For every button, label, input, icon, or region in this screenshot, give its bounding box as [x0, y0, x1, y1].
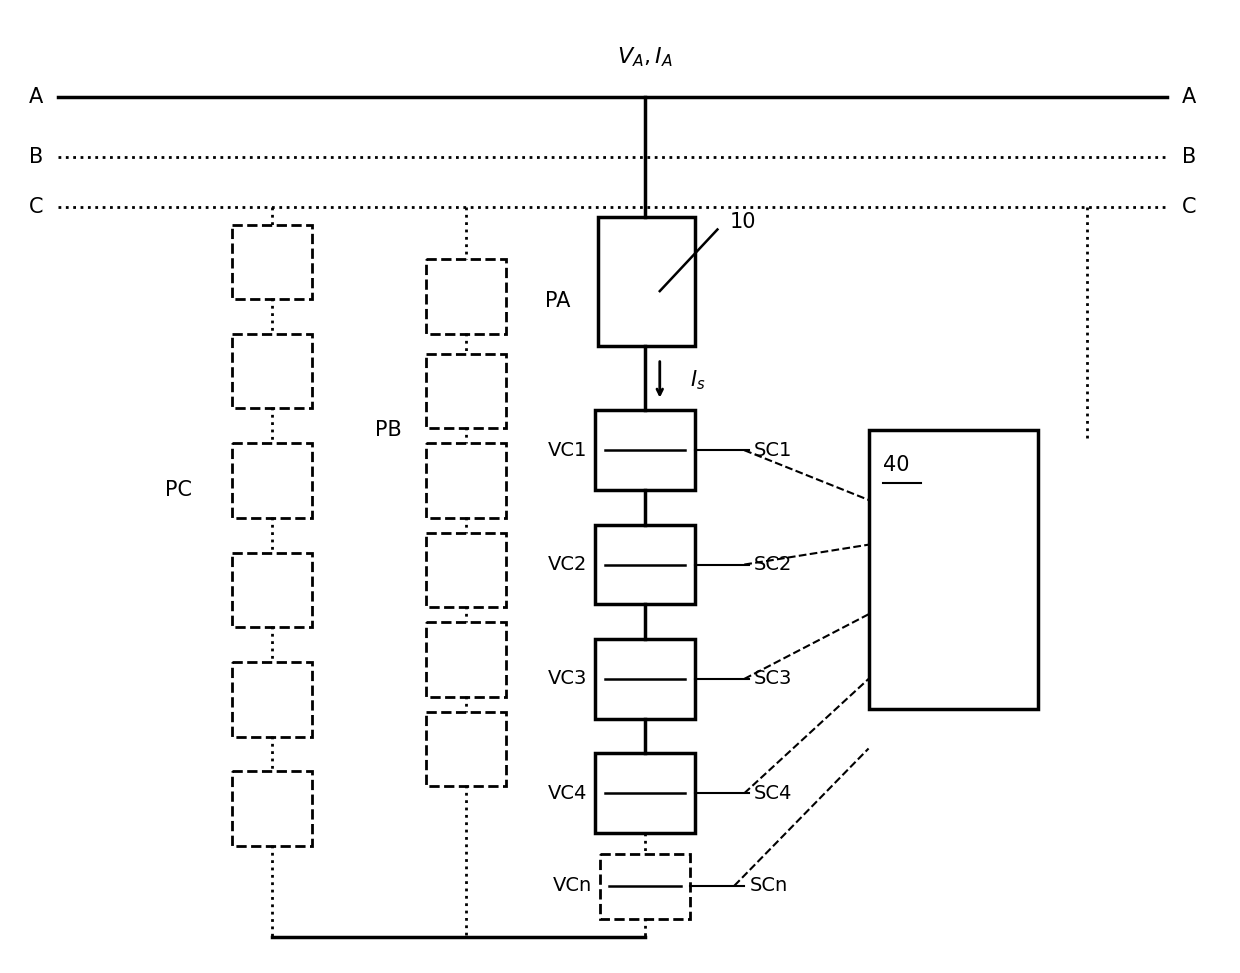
Text: A: A [29, 88, 43, 107]
Bar [427, 354, 506, 428]
Bar [232, 662, 311, 737]
Text: B: B [29, 147, 43, 167]
Text: C: C [1182, 197, 1197, 217]
Text: VC1: VC1 [548, 441, 588, 459]
Bar [232, 772, 311, 846]
Text: $V_A, I_A$: $V_A, I_A$ [616, 46, 673, 69]
Bar [427, 622, 506, 697]
Text: SC1: SC1 [754, 441, 792, 459]
Text: PC: PC [165, 480, 192, 500]
Text: VC3: VC3 [548, 669, 588, 688]
Bar [427, 444, 506, 518]
Bar [232, 553, 311, 628]
Text: SC2: SC2 [754, 555, 792, 574]
Bar [427, 260, 506, 334]
Bar [595, 753, 694, 833]
Text: VCn: VCn [553, 877, 593, 895]
Text: PB: PB [374, 420, 402, 441]
Text: PA: PA [544, 291, 570, 311]
Bar [598, 217, 694, 345]
Bar [868, 430, 1038, 708]
Text: B: B [1182, 147, 1197, 167]
Text: VC4: VC4 [548, 783, 588, 803]
Bar [427, 711, 506, 786]
Text: SC3: SC3 [754, 669, 792, 688]
Text: SCn: SCn [749, 877, 787, 895]
Text: $I_s$: $I_s$ [689, 369, 706, 392]
Text: 10: 10 [729, 211, 756, 232]
Bar [232, 334, 311, 409]
Bar [595, 411, 694, 490]
Text: VC2: VC2 [548, 555, 588, 574]
Bar [595, 524, 694, 604]
Bar [232, 225, 311, 299]
Bar [600, 854, 689, 919]
Bar [232, 444, 311, 518]
Text: C: C [29, 197, 43, 217]
Text: A: A [1182, 88, 1197, 107]
Text: 40: 40 [883, 455, 910, 475]
Text: SC4: SC4 [754, 783, 792, 803]
Bar [595, 639, 694, 719]
Bar [427, 533, 506, 607]
